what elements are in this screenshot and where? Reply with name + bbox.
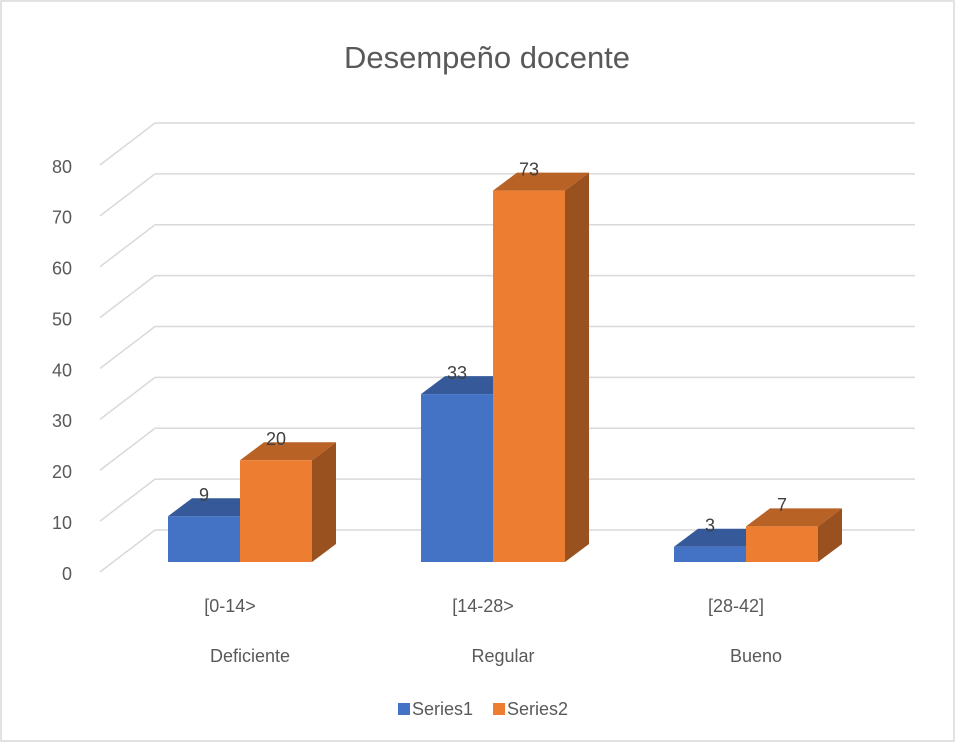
grid-line [99,478,156,522]
grid-line [99,173,156,217]
bar [493,190,565,563]
y-tick-label: 30 [52,411,72,431]
x-tick-label: Regular [471,646,534,666]
data-label: 20 [266,429,286,449]
x-tick-label: Deficiente [210,646,290,666]
data-label: 73 [519,159,539,179]
x-tick-label: [28-42] [708,596,764,616]
x-tick-label: Bueno [730,646,782,666]
bar [674,546,746,562]
x-tick-label: [0-14> [204,596,256,616]
legend-label: Series1 [412,699,473,719]
bar [168,516,240,562]
data-label: 33 [447,363,467,383]
bar-top [240,442,336,461]
grid-line [99,376,156,420]
y-tick-label: 10 [52,513,72,533]
bar-side [312,442,336,562]
bar [746,526,818,562]
legend-label: Series2 [507,699,568,719]
data-label: 7 [777,495,787,515]
grid-line [99,427,156,471]
data-label: 3 [705,515,715,535]
bar [240,460,312,562]
bar-top [493,172,589,191]
grid-line [99,275,156,319]
chart-title: Desempeño docente [344,40,630,75]
grid-line [99,224,156,268]
grid-line [99,122,156,166]
grid-line [99,325,156,370]
bar [421,394,493,562]
y-tick-label: 70 [52,208,72,228]
legend-swatch [493,703,506,715]
y-tick-label: 50 [52,309,72,329]
y-tick-label: 20 [52,462,72,482]
x-tick-label: [14-28> [452,596,514,616]
data-label: 9 [199,485,209,505]
bar-top [746,508,842,527]
legend-swatch [398,703,410,715]
y-tick-label: 80 [52,157,72,177]
bar-side [818,508,842,562]
grid-line [99,529,156,573]
bar-side [565,172,589,563]
y-tick-label: 60 [52,259,72,279]
y-tick-label: 0 [62,564,72,584]
y-tick-label: 40 [52,360,72,380]
